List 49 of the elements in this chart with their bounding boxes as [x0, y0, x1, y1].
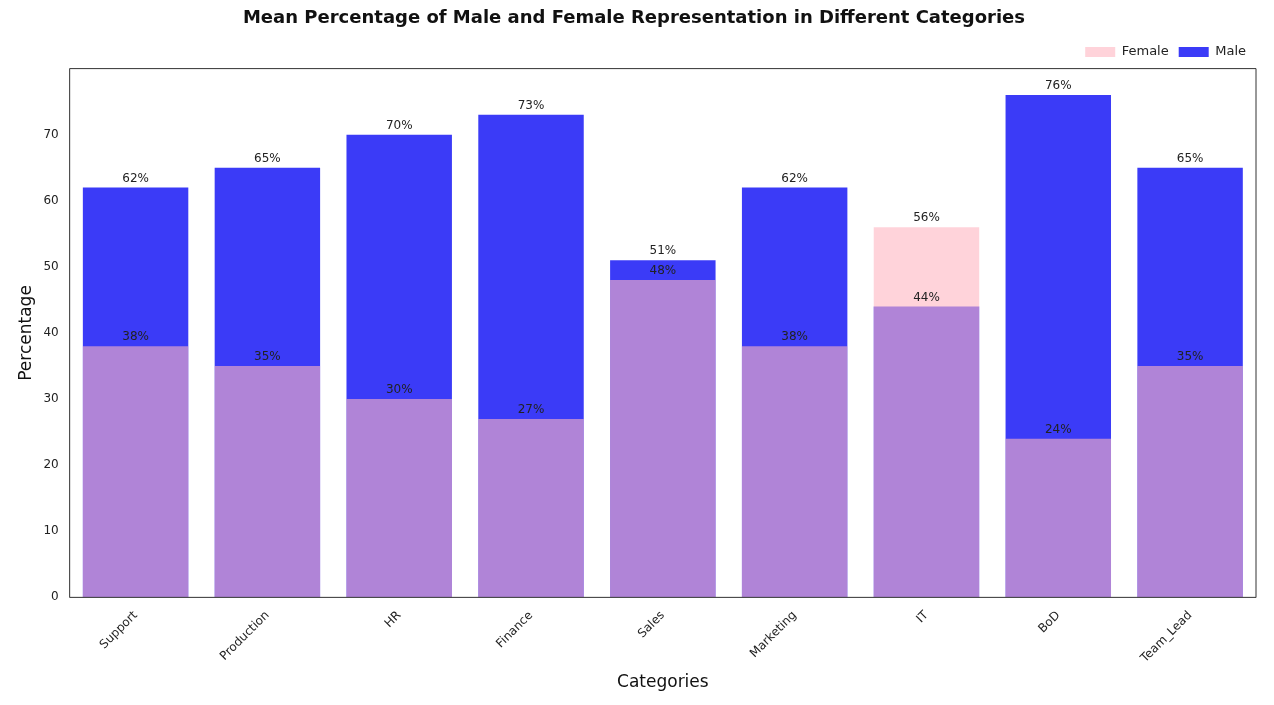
- data-label: 35%: [1176, 349, 1204, 364]
- data-label: 62%: [122, 170, 149, 185]
- bar: [346, 134, 452, 598]
- bar: [873, 227, 980, 598]
- bar: [1005, 438, 1111, 598]
- data-label: 56%: [913, 210, 940, 225]
- y-tick-label: 0: [51, 589, 59, 604]
- data-label: 27%: [517, 402, 545, 417]
- bar: [346, 399, 452, 598]
- data-label: 65%: [1176, 150, 1204, 165]
- y-tick-label: 60: [43, 192, 59, 207]
- data-label: 35%: [254, 349, 281, 364]
- y-tick-label: 40: [43, 325, 59, 340]
- data-label: 70%: [385, 117, 413, 132]
- bar: [741, 346, 848, 598]
- bar: [82, 346, 189, 598]
- data-label: 24%: [1044, 421, 1072, 436]
- data-label: 62%: [781, 170, 808, 185]
- data-label: 38%: [122, 329, 149, 344]
- bar: [82, 187, 189, 598]
- y-axis-title: Percentage: [14, 285, 35, 381]
- data-label: 48%: [649, 263, 677, 278]
- legend-label: Male: [1215, 43, 1246, 59]
- bar: [873, 306, 980, 598]
- y-tick-label: 20: [43, 457, 59, 472]
- x-tick-label: IT: [913, 607, 932, 626]
- bar: [478, 418, 584, 598]
- x-tick-label: HR: [381, 607, 404, 631]
- chart-title: Mean Percentage of Male and Female Representation in Different Categories: [242, 6, 1026, 28]
- bar: [1137, 167, 1243, 598]
- bar: [214, 366, 321, 598]
- data-label: 30%: [385, 382, 413, 397]
- y-tick-label: 30: [43, 391, 59, 406]
- y-tick-label: 70: [43, 126, 59, 141]
- legend-label: Female: [1121, 43, 1169, 59]
- data-label: 51%: [649, 243, 677, 258]
- bar: [214, 167, 321, 598]
- data-label: 44%: [913, 289, 940, 304]
- data-label: 38%: [781, 329, 808, 344]
- bar: [741, 187, 848, 598]
- y-tick-label: 50: [43, 259, 59, 274]
- y-tick-label: 10: [43, 523, 59, 538]
- bar: [478, 114, 584, 598]
- bar: [1005, 95, 1111, 598]
- bar: [1137, 366, 1243, 598]
- x-axis-title: Categories: [617, 671, 709, 692]
- data-label: 76%: [1044, 78, 1072, 93]
- data-label: 65%: [254, 150, 281, 165]
- data-label: 73%: [517, 97, 545, 112]
